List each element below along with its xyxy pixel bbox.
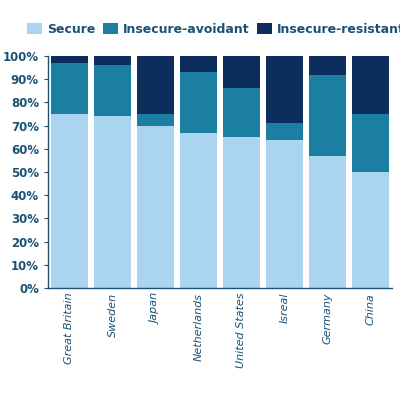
Bar	[137, 114, 174, 126]
Bar	[352, 114, 389, 172]
Bar	[137, 126, 174, 288]
Bar	[180, 56, 217, 72]
Bar	[266, 56, 303, 123]
Bar	[137, 56, 174, 114]
Bar	[266, 123, 303, 140]
Bar	[94, 65, 131, 116]
Bar	[309, 156, 346, 288]
Bar	[51, 63, 88, 114]
Bar	[51, 114, 88, 288]
Bar	[180, 72, 217, 132]
Bar	[94, 56, 131, 65]
Bar	[180, 132, 217, 288]
Bar	[223, 88, 260, 137]
Bar	[352, 56, 389, 114]
Bar	[309, 56, 346, 74]
Bar	[223, 56, 260, 88]
Bar	[266, 140, 303, 288]
Legend: Secure, Insecure-avoidant, Insecure-resistant: Secure, Insecure-avoidant, Insecure-resi…	[27, 23, 400, 36]
Bar	[309, 74, 346, 156]
Bar	[94, 116, 131, 288]
Bar	[51, 56, 88, 63]
Bar	[352, 172, 389, 288]
Bar	[223, 137, 260, 288]
